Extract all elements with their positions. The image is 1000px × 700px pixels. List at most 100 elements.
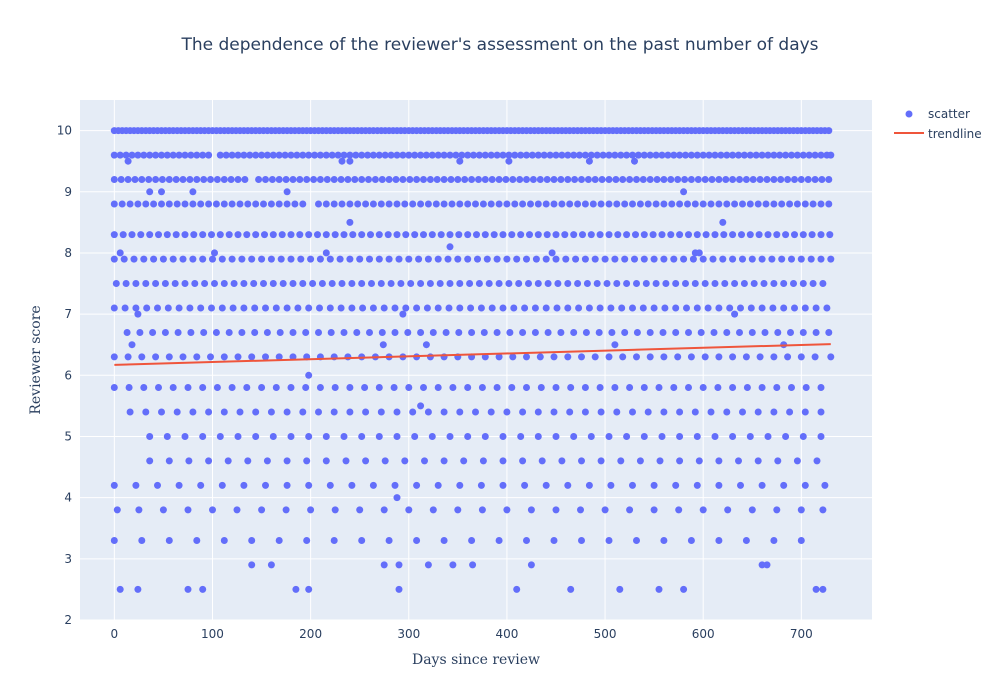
scatter-point[interactable] <box>670 255 678 263</box>
scatter-point[interactable] <box>564 176 572 183</box>
scatter-point[interactable] <box>283 304 291 312</box>
scatter-point[interactable] <box>481 231 489 239</box>
scatter-point[interactable] <box>634 151 642 159</box>
scatter-point[interactable] <box>175 481 183 489</box>
scatter-point[interactable] <box>424 255 432 263</box>
scatter-point[interactable] <box>534 408 542 416</box>
scatter-point[interactable] <box>240 304 248 312</box>
scatter-point[interactable] <box>715 537 723 544</box>
scatter-point[interactable] <box>220 353 228 361</box>
scatter-point[interactable] <box>402 231 410 239</box>
scatter-point[interactable] <box>639 176 647 183</box>
scatter-point[interactable] <box>302 329 310 336</box>
scatter-point[interactable] <box>282 506 290 514</box>
scatter-point[interactable] <box>377 280 385 287</box>
scatter-point[interactable] <box>603 280 611 287</box>
scatter-point[interactable] <box>601 255 609 263</box>
scatter-point[interactable] <box>269 151 277 159</box>
scatter-point[interactable] <box>685 384 692 391</box>
scatter-point[interactable] <box>693 481 701 489</box>
scatter-point[interactable] <box>493 151 501 159</box>
scatter-point[interactable] <box>642 280 650 287</box>
scatter-point[interactable] <box>322 200 330 208</box>
scatter-point[interactable] <box>205 151 213 159</box>
scatter-point[interactable] <box>674 353 682 361</box>
scatter-point[interactable] <box>821 481 829 489</box>
scatter-point[interactable] <box>540 151 548 159</box>
scatter-point[interactable] <box>509 176 517 183</box>
scatter-point[interactable] <box>596 384 604 391</box>
scatter-point[interactable] <box>179 353 187 361</box>
scatter-point[interactable] <box>348 481 356 489</box>
scatter-point[interactable] <box>499 304 507 312</box>
scatter-point[interactable] <box>241 176 249 183</box>
scatter-point[interactable] <box>784 353 792 361</box>
scatter-point[interactable] <box>131 176 139 183</box>
scatter-point[interactable] <box>477 481 485 489</box>
scatter-point[interactable] <box>807 255 815 263</box>
scatter-point[interactable] <box>699 506 707 514</box>
scatter-point[interactable] <box>799 433 807 440</box>
scatter-point[interactable] <box>379 341 387 349</box>
scatter-point[interactable] <box>687 353 695 361</box>
scatter-point[interactable] <box>420 384 427 391</box>
scatter-point[interactable] <box>413 481 421 489</box>
scatter-point[interactable] <box>493 384 501 391</box>
scatter-point[interactable] <box>735 457 742 465</box>
scatter-point[interactable] <box>577 506 584 514</box>
scatter-point[interactable] <box>736 329 743 336</box>
scatter-point[interactable] <box>797 506 805 514</box>
scatter-point[interactable] <box>788 255 795 263</box>
scatter-point[interactable] <box>377 200 385 208</box>
scatter-point[interactable] <box>359 304 367 312</box>
scatter-point[interactable] <box>791 176 798 183</box>
scatter-point[interactable] <box>557 329 565 336</box>
scatter-point[interactable] <box>229 304 237 312</box>
scatter-point[interactable] <box>466 280 474 287</box>
scatter-point[interactable] <box>224 457 232 465</box>
scatter-point[interactable] <box>322 231 330 239</box>
scatter-point[interactable] <box>303 537 311 544</box>
scatter-point[interactable] <box>729 353 737 361</box>
scatter-point[interactable] <box>527 200 534 208</box>
scatter-point[interactable] <box>782 151 790 159</box>
scatter-point[interactable] <box>138 176 146 183</box>
scatter-point[interactable] <box>675 506 683 514</box>
scatter-point[interactable] <box>511 200 519 208</box>
scatter-point[interactable] <box>299 151 307 159</box>
scatter-point[interactable] <box>691 200 699 208</box>
scatter-point[interactable] <box>296 231 304 239</box>
scatter-point[interactable] <box>163 151 171 159</box>
scatter-point[interactable] <box>719 255 727 263</box>
scatter-point[interactable] <box>517 433 525 440</box>
scatter-point[interactable] <box>213 176 221 183</box>
scatter-point[interactable] <box>146 188 154 196</box>
scatter-point[interactable] <box>605 176 613 183</box>
scatter-point[interactable] <box>467 304 475 312</box>
scatter-point[interactable] <box>552 384 560 391</box>
scatter-point[interactable] <box>680 585 688 593</box>
scatter-point[interactable] <box>322 151 330 159</box>
scatter-point[interactable] <box>715 200 723 208</box>
scatter-point[interactable] <box>797 353 805 361</box>
scatter-point[interactable] <box>723 200 731 208</box>
scatter-point[interactable] <box>552 433 560 440</box>
scatter-point[interactable] <box>287 255 295 263</box>
scatter-point[interactable] <box>661 304 669 312</box>
scatter-point[interactable] <box>385 200 393 208</box>
scatter-point[interactable] <box>267 255 275 263</box>
scatter-point[interactable] <box>513 585 521 593</box>
scatter-point[interactable] <box>327 329 335 336</box>
scatter-point[interactable] <box>381 457 389 465</box>
trendline[interactable] <box>114 343 831 366</box>
scatter-point[interactable] <box>161 280 169 287</box>
scatter-point[interactable] <box>330 408 338 416</box>
scatter-point[interactable] <box>338 280 346 287</box>
scatter-point[interactable] <box>715 481 723 489</box>
scatter-point[interactable] <box>629 200 636 208</box>
scatter-point[interactable] <box>475 151 483 159</box>
scatter-point[interactable] <box>596 304 604 312</box>
scatter-point[interactable] <box>395 561 403 569</box>
scatter-point[interactable] <box>283 200 291 208</box>
scatter-point[interactable] <box>499 457 507 465</box>
